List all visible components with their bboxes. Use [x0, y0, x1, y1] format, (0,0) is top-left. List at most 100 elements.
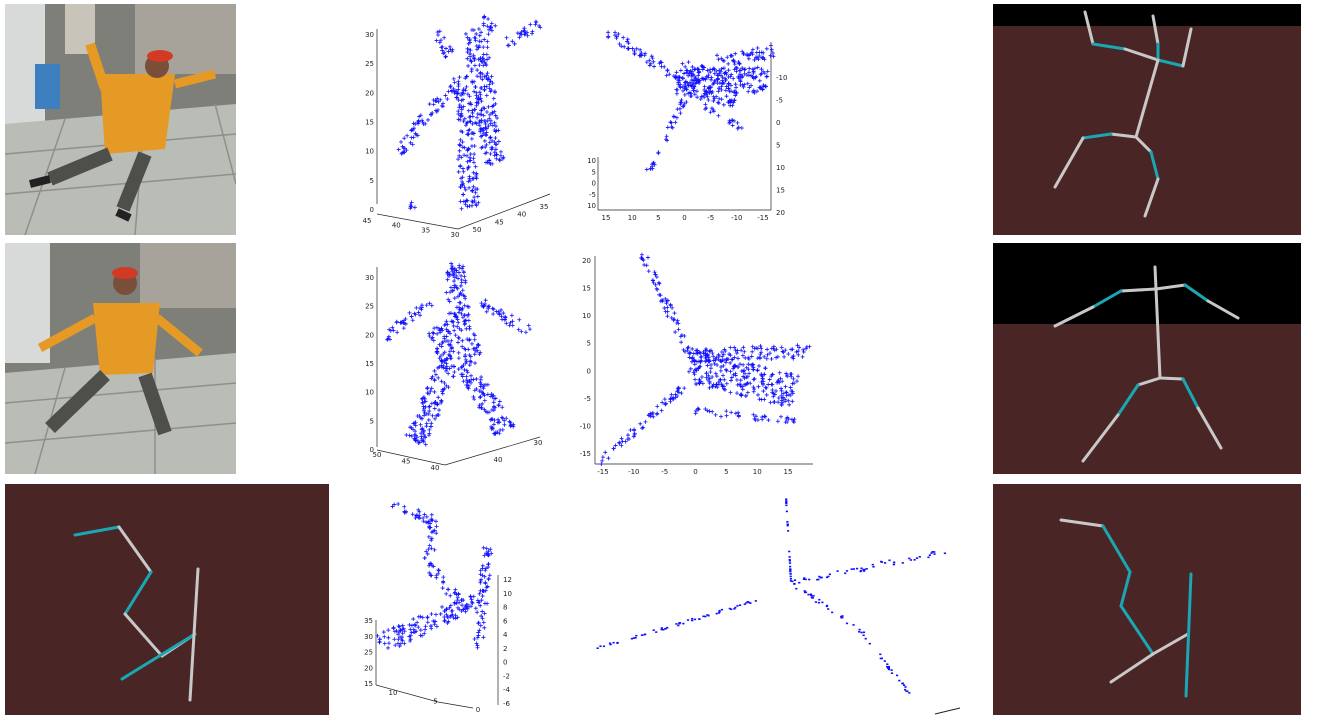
tick-label: 35: [540, 203, 549, 211]
tick-label: 45: [495, 218, 504, 226]
tick-label: -4: [503, 686, 511, 694]
pointcloud-3d-row2-points: [385, 261, 532, 447]
tick-label: 15: [602, 214, 611, 222]
pointcloud-3d-row3: 35 30 25 20 15 12 10 8 6 4 2 0 -2 -4 -6 10 5 0: [358, 490, 543, 715]
tick-label: 0: [370, 206, 374, 214]
tick-label: -10: [776, 74, 787, 82]
tick-label: 45: [402, 458, 411, 466]
pointcloud-3d-row2: 30 25 20 15 10 5 0 50 45 40 40 30: [355, 252, 555, 472]
tick-label: 35: [421, 226, 430, 234]
tick-label: 4: [503, 631, 508, 639]
tick-label: 0: [682, 214, 686, 222]
tick-label: 5: [370, 417, 374, 425]
tick-label: 10: [776, 164, 785, 172]
pointcloud-2d-row1-points: [606, 30, 776, 172]
tick-label: 5: [370, 177, 374, 185]
pointcloud-2d-row1-svg: -10 -5 0 5 10 15 20 10 5 0 -5 -10 15 10 5 0 -5 -10 -15: [588, 30, 787, 222]
tick-label: 15: [582, 285, 591, 293]
tick-label: 20: [364, 664, 373, 672]
tick-label: -6: [503, 700, 511, 708]
tick-label: -10: [588, 202, 596, 210]
tick-label: -5: [589, 191, 596, 199]
tick-label: 0: [587, 367, 591, 375]
tick-label: 10: [389, 689, 398, 697]
tick-label: 0: [503, 659, 507, 667]
photo-row1-illustration: [5, 4, 236, 235]
tick-label: 10: [582, 312, 591, 320]
tick-label: 2: [503, 645, 507, 653]
tick-label: -10: [628, 468, 639, 476]
tick-label: 45: [363, 217, 372, 225]
tick-label: -5: [707, 214, 714, 222]
tick-label: 20: [365, 89, 374, 97]
tick-label: 0: [476, 706, 480, 714]
pointcloud-2d-row2-points: [599, 252, 812, 467]
skeleton-render-row2: [993, 243, 1301, 474]
pointcloud-2d-row2-svg: 20 15 10 5 0 -5 -10 -15 -15 -10 -5 0 5 10 15: [580, 252, 813, 476]
photo-row2-illustration: [5, 243, 236, 474]
tick-label: 5: [724, 468, 728, 476]
skeleton-row2-svg: [993, 243, 1301, 463]
tick-label: 40: [494, 456, 503, 464]
tick-label: 10: [365, 389, 374, 397]
tick-label: 20: [365, 331, 374, 339]
pointcloud-2d-row1: -10 -5 0 5 10 15 20 10 5 0 -5 -10 15 10 5 0 -5 -10 -15: [588, 22, 793, 237]
tick-label: 40: [517, 211, 526, 219]
rgb-photo-row1: [5, 4, 236, 235]
tick-label: -15: [580, 450, 591, 458]
tick-label: 15: [784, 468, 793, 476]
tick-label: 30: [534, 439, 543, 447]
tick-label: 20: [582, 257, 591, 265]
tick-label: 10: [365, 148, 374, 156]
tick-label: 15: [365, 119, 374, 127]
tick-label: 25: [365, 60, 374, 68]
skeleton-row3-left-svg: [73, 525, 200, 702]
tick-label: -15: [597, 468, 608, 476]
tick-label: -5: [661, 468, 668, 476]
tick-label: -10: [580, 422, 591, 430]
tick-label: 0: [370, 446, 374, 454]
tick-label: 40: [392, 222, 401, 230]
tick-label: 30: [365, 31, 374, 39]
skeleton-render-row3-right: [993, 484, 1301, 715]
tick-label: 5: [776, 142, 780, 150]
tick-label: -5: [776, 97, 783, 105]
tick-label: 30: [365, 274, 374, 282]
tick-label: 10: [588, 157, 596, 165]
tick-label: 5: [433, 698, 437, 706]
pointcloud-2d-row3-points: [596, 498, 946, 694]
tick-label: 10: [503, 590, 512, 598]
tick-label: -10: [731, 214, 742, 222]
pointcloud-2d-row2: 20 15 10 5 0 -5 -10 -15 -15 -10 -5 0 5 10 15: [575, 246, 815, 476]
tick-label: 50: [373, 451, 382, 459]
tick-label: 15: [776, 187, 785, 195]
pointcloud-2d-row3: [590, 490, 965, 715]
tick-label: 15: [364, 680, 373, 688]
tick-label: 6: [503, 617, 508, 625]
tick-label: 50: [473, 226, 482, 234]
tick-label: 10: [628, 214, 637, 222]
tick-label: 5: [656, 214, 660, 222]
skeleton-row3-right-svg: [1059, 518, 1193, 698]
tick-label: 15: [365, 360, 374, 368]
pointcloud-3d-row1: 30 25 20 15 10 5 0 45 40 35 30 50 45 40 35: [355, 4, 555, 239]
tick-label: -5: [584, 395, 591, 403]
pointcloud-row1-points: [396, 14, 543, 211]
tick-label: 25: [365, 303, 374, 311]
tick-label: 30: [451, 231, 460, 239]
tick-label: 35: [364, 617, 373, 625]
pointcloud-2d-row3-svg: [596, 498, 961, 715]
skeleton-row1-svg: [993, 4, 1301, 218]
tick-label: 5: [587, 340, 591, 348]
tick-label: 20: [776, 209, 785, 217]
tick-label: 0: [776, 119, 780, 127]
tick-label: 8: [503, 604, 507, 612]
tick-label: 12: [503, 576, 512, 584]
rgb-photo-row2: [5, 243, 236, 474]
tick-label: 30: [364, 633, 373, 641]
skeleton-render-row3-left: [5, 484, 329, 715]
pointcloud-3d-row3-points: [375, 501, 494, 650]
